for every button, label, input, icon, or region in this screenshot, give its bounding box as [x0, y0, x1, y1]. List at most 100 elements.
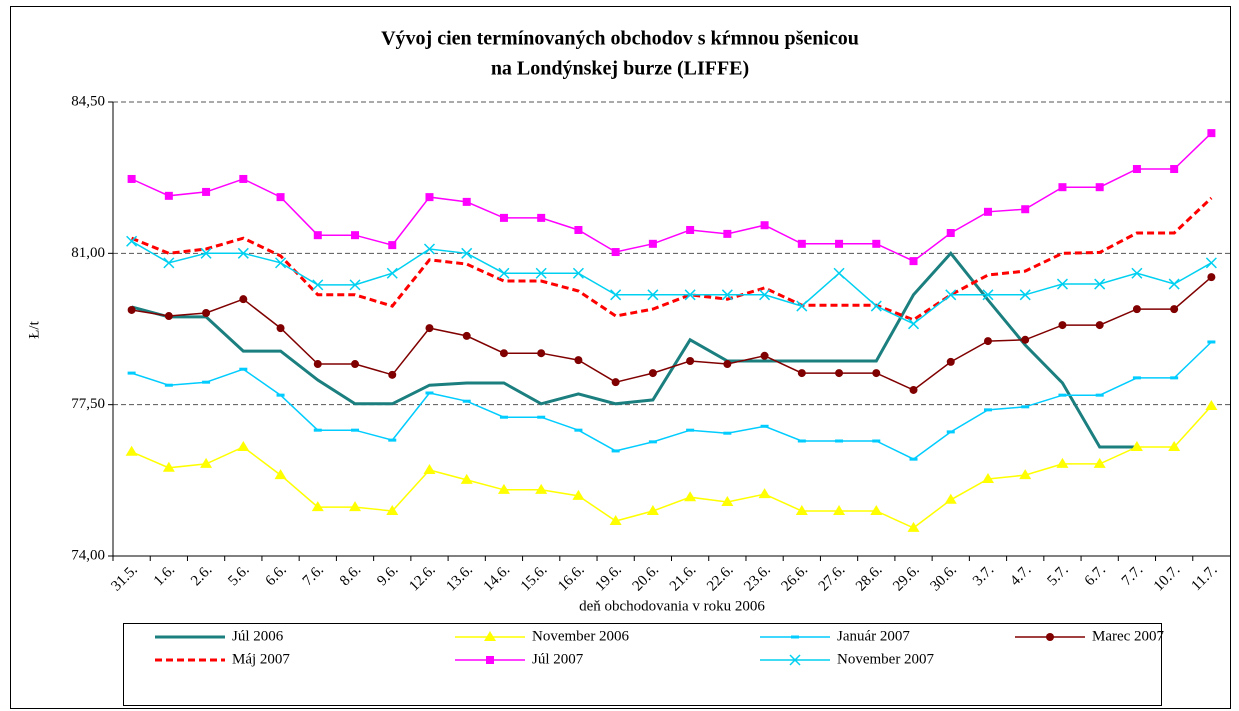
data-point: [872, 239, 881, 248]
series-line: [131, 240, 1212, 325]
legend-label: Január 2007: [837, 628, 910, 644]
data-point: [275, 257, 287, 269]
data-point: [797, 369, 806, 378]
data-point: [833, 505, 846, 516]
data-point: [946, 430, 955, 434]
data-point: [684, 491, 697, 502]
data-point: [983, 337, 992, 346]
data-point: [1207, 273, 1216, 282]
series-line: [131, 276, 1212, 391]
data-point: [723, 431, 732, 435]
data-point: [423, 243, 436, 255]
data-point: [835, 369, 844, 378]
data-point: [1021, 405, 1030, 409]
data-point: [1168, 278, 1180, 290]
data-point: [386, 267, 398, 279]
data-point: [200, 457, 213, 468]
data-point: [1132, 376, 1141, 380]
data-point: [127, 371, 136, 375]
data-point: [388, 241, 397, 250]
data-point: [388, 438, 397, 442]
x-axis-label: deň obchodovania v roku 2006: [579, 598, 765, 614]
data-point: [351, 231, 360, 240]
data-point: [239, 367, 248, 371]
data-point: [796, 300, 808, 312]
data-point: [946, 357, 955, 366]
data-point: [537, 213, 546, 222]
data-point: [1019, 469, 1032, 480]
data-point: [351, 360, 360, 369]
data-point: [1093, 457, 1106, 468]
data-point: [537, 415, 546, 419]
data-point: [499, 349, 508, 358]
legend-marker: [484, 631, 496, 641]
data-point: [499, 415, 508, 419]
data-point: [684, 289, 696, 301]
data-point: [611, 248, 620, 257]
data-point: [723, 229, 732, 238]
data-point: [1205, 257, 1217, 269]
data-point: [460, 473, 473, 484]
data-point: [1095, 321, 1104, 330]
data-point: [537, 349, 546, 358]
data-point: [425, 391, 434, 395]
data-point: [759, 289, 771, 301]
data-point: [1170, 376, 1179, 380]
y-tick-label: 84,50: [71, 93, 105, 109]
data-point: [944, 493, 957, 504]
chart-title: Vývoj cien termínovaných obchodov s kŕmn…: [381, 28, 859, 50]
data-point: [312, 279, 324, 291]
legend-marker: [789, 654, 801, 666]
data-point: [907, 521, 920, 532]
data-point: [574, 225, 583, 234]
data-point: [1170, 165, 1179, 174]
data-point: [1170, 305, 1179, 314]
data-point: [983, 207, 992, 216]
data-point: [237, 441, 250, 452]
data-point: [572, 489, 585, 500]
data-point: [127, 174, 136, 183]
data-point: [164, 191, 173, 200]
data-point: [425, 193, 434, 202]
data-point: [1130, 441, 1143, 452]
data-point: [423, 463, 436, 474]
data-point: [795, 505, 808, 516]
data-point: [498, 267, 510, 279]
data-point: [721, 289, 733, 301]
data-point: [276, 193, 285, 202]
data-point: [981, 473, 994, 484]
data-point: [462, 331, 471, 340]
data-point: [239, 295, 248, 304]
data-point: [648, 239, 657, 248]
data-point: [870, 505, 883, 516]
legend-label: Júl 2006: [232, 628, 284, 644]
data-point: [833, 267, 845, 279]
data-point: [313, 428, 322, 432]
data-point: [126, 235, 138, 247]
data-point: [686, 225, 695, 234]
data-point: [610, 289, 622, 301]
data-point: [462, 399, 471, 403]
data-point: [909, 385, 918, 394]
data-point: [648, 369, 657, 378]
data-point: [872, 439, 881, 443]
data-point: [239, 174, 248, 183]
data-point: [797, 439, 806, 443]
data-point: [499, 213, 508, 222]
chart-title: na Londýnskej burze (LIFFE): [491, 58, 749, 80]
data-point: [983, 408, 992, 412]
series-line: [131, 132, 1212, 262]
data-point: [1132, 305, 1141, 314]
data-point: [349, 501, 362, 512]
legend-marker: [791, 635, 799, 639]
data-point: [611, 378, 620, 387]
data-point: [237, 247, 249, 259]
legend-label: Máj 2007: [232, 651, 290, 667]
series-line: [131, 341, 1212, 460]
data-point: [909, 457, 918, 461]
data-point: [125, 445, 138, 456]
data-point: [388, 370, 397, 379]
data-point: [1058, 183, 1067, 192]
data-point: [797, 239, 806, 248]
data-point: [1207, 340, 1216, 344]
